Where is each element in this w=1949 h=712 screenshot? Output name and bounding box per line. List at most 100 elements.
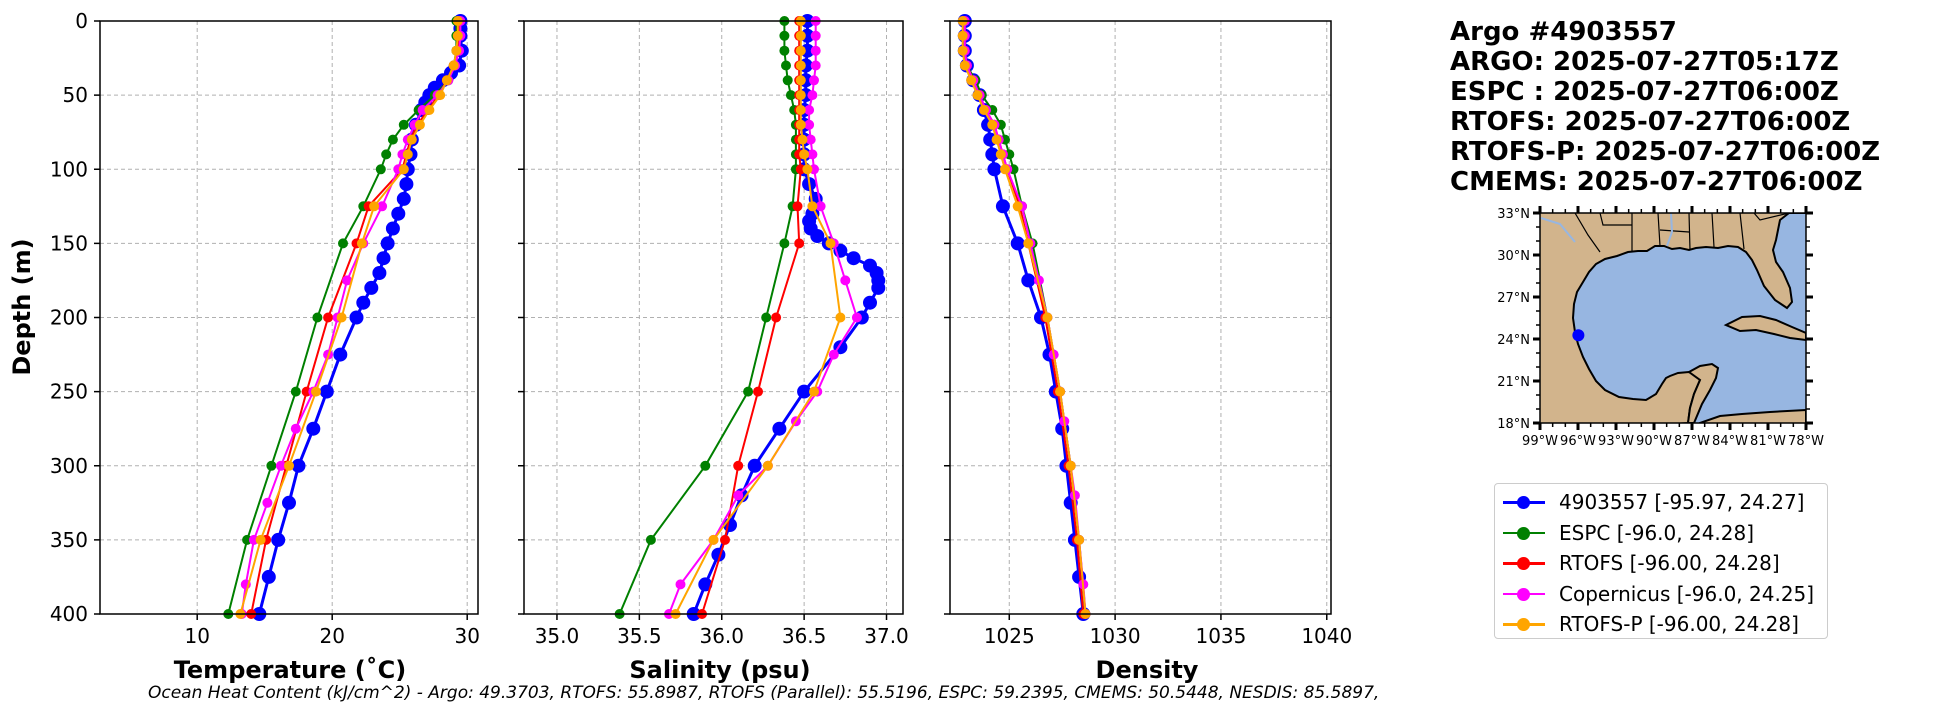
- salinity-point-espc: [645, 534, 656, 545]
- salinity-point-rtofs-p: [795, 30, 806, 41]
- legend-label-rtofs-p: RTOFS-P [-96.00, 24.28]: [1559, 612, 1799, 637]
- density-point-rtofs-p: [1023, 238, 1034, 249]
- temperature-point-espc: [266, 460, 277, 471]
- density-point-rtofs-p: [972, 90, 983, 101]
- salinity-xtick-label: 35.5: [617, 624, 662, 648]
- density-point-rtofs-p: [1055, 386, 1066, 397]
- density-point-argo: [985, 147, 1000, 162]
- temperature-point-rtofs: [323, 312, 334, 323]
- salinity-axis-label: Salinity (psu): [629, 656, 810, 684]
- salinity-point-rtofs-p: [795, 60, 806, 71]
- map-lon-label: 93°W: [1598, 434, 1634, 449]
- temperature-point-rtofs-p: [414, 119, 425, 130]
- salinity-point-argo: [871, 280, 886, 295]
- legend-item-argo: 4903557 [-95.97, 24.27]: [1503, 487, 1827, 518]
- legend-label-copernicus: Copernicus [-96.0, 24.25]: [1559, 581, 1815, 606]
- salinity-point-rtofs-p: [795, 105, 806, 115]
- map-lon-label: 96°W: [1560, 434, 1596, 449]
- map-frame: [1539, 212, 1807, 424]
- temperature-axis-label: Temperature (˚C): [174, 656, 407, 684]
- depth-tick-label: 300: [50, 454, 88, 478]
- salinity-point-espc: [761, 312, 772, 323]
- depth-axis-label: Depth (m): [8, 238, 36, 375]
- salinity-point-rtofs-p: [795, 75, 806, 86]
- depth-tick-label: 150: [50, 231, 88, 255]
- salinity-point-rtofs: [720, 534, 730, 545]
- legend-item-copernicus: Copernicus [-96.0, 24.25]: [1503, 579, 1827, 610]
- depth-tick-label: 400: [50, 602, 88, 626]
- salinity-xtick-label: 36.0: [699, 624, 744, 648]
- map-land-cuba: [1723, 314, 1806, 342]
- temperature-point-argo: [364, 280, 379, 295]
- depth-tick-label: 250: [50, 380, 88, 404]
- temperature-point-argo: [319, 384, 334, 399]
- depth-tick-label: 100: [50, 157, 88, 181]
- map-lon-label: 90°W: [1636, 434, 1672, 449]
- map-lon-label: 81°W: [1750, 434, 1786, 449]
- depth-tick-label: 200: [50, 306, 88, 330]
- salinity-point-rtofs-p: [762, 460, 773, 471]
- temperature-point-espc: [290, 386, 301, 397]
- temperature-point-argo: [385, 221, 400, 236]
- argo-time: ARGO: 2025-07-27T05:17Z: [1450, 47, 1839, 77]
- salinity-xtick-label: 35.0: [535, 624, 580, 648]
- temperature-point-argo: [261, 569, 276, 584]
- density-point-argo: [995, 199, 1010, 214]
- salinity-point-rtofs: [771, 312, 782, 323]
- rtofs-p-time: RTOFS-P: 2025-07-27T06:00Z: [1450, 137, 1881, 167]
- map-land-yucatan: [1686, 362, 1720, 423]
- salinity-point-argo: [747, 458, 762, 473]
- salinity-xtick-label: 37.0: [864, 624, 909, 648]
- density-point-rtofs-p: [978, 105, 989, 115]
- salinity-point-copernicus: [815, 201, 826, 212]
- salinity-point-copernicus: [807, 90, 818, 101]
- temperature-point-rtofs-p: [406, 134, 417, 145]
- density-point-rtofs-p: [1000, 164, 1010, 175]
- temperature-point-rtofs-p: [311, 386, 321, 397]
- temperature-point-copernicus: [262, 497, 273, 508]
- salinity-point-argo: [810, 229, 825, 243]
- density-point-rtofs-p: [1074, 534, 1085, 545]
- density-axis-label: Density: [1096, 656, 1199, 684]
- density-panel: 1025 1030 1035 1040: [944, 14, 1352, 648]
- float-location-marker: [1572, 329, 1585, 342]
- density-point-rtofs-p: [1012, 201, 1023, 212]
- map-lat-label: 30°N: [1497, 249, 1530, 264]
- map-lon-label: 78°W: [1788, 434, 1824, 449]
- salinity-point-espc: [785, 90, 796, 101]
- salinity-point-rtofs-p: [825, 238, 836, 249]
- salinity-point-rtofs: [792, 201, 803, 212]
- salinity-point-espc: [779, 30, 790, 41]
- density-point-argo: [987, 162, 1002, 177]
- temperature-xtick-label: 10: [184, 624, 209, 648]
- map-lat-label: 18°N: [1497, 417, 1530, 432]
- salinity-point-copernicus: [810, 30, 821, 41]
- salinity-point-copernicus: [733, 490, 744, 501]
- argo-id-title: Argo #4903557: [1450, 17, 1677, 47]
- cmems-time: CMEMS: 2025-07-27T06:00Z: [1450, 167, 1863, 197]
- location-map: 33°N 30°N 27°N 24°N 21°N 18°N 99°W 96°W 93°W 90°W…: [1497, 206, 1824, 449]
- temperature-point-copernicus: [275, 460, 286, 471]
- salinity-point-rtofs-p: [809, 386, 819, 397]
- temperature-point-rtofs-p: [424, 105, 435, 115]
- map-lon-label: 84°W: [1712, 434, 1748, 449]
- salinity-point-rtofs-p: [795, 90, 806, 101]
- temperature-point-argo: [376, 251, 391, 266]
- legend: 4903557 [-95.97, 24.27] ESPC [-96.0, 24.…: [1494, 483, 1828, 639]
- temperature-point-rtofs-p: [448, 60, 459, 71]
- map-land-south: [1699, 408, 1806, 423]
- legend-marker-rtofs-p: [1503, 614, 1545, 634]
- temperature-point-espc: [338, 238, 348, 249]
- legend-item-rtofs: RTOFS [-96.00, 24.28]: [1503, 548, 1827, 579]
- density-xtick-label: 1040: [1301, 624, 1352, 648]
- salinity-point-espc: [779, 238, 790, 249]
- temperature-point-argo: [291, 458, 306, 473]
- map-lon-label: 87°W: [1674, 434, 1710, 449]
- salinity-point-copernicus: [810, 45, 821, 56]
- temperature-point-rtofs-p: [451, 45, 462, 56]
- map-lat-label: 21°N: [1497, 375, 1530, 390]
- legend-marker-rtofs: [1503, 553, 1545, 573]
- legend-label-espc: ESPC [-96.0, 24.28]: [1559, 520, 1755, 545]
- density-xtick-label: 1030: [1090, 624, 1141, 648]
